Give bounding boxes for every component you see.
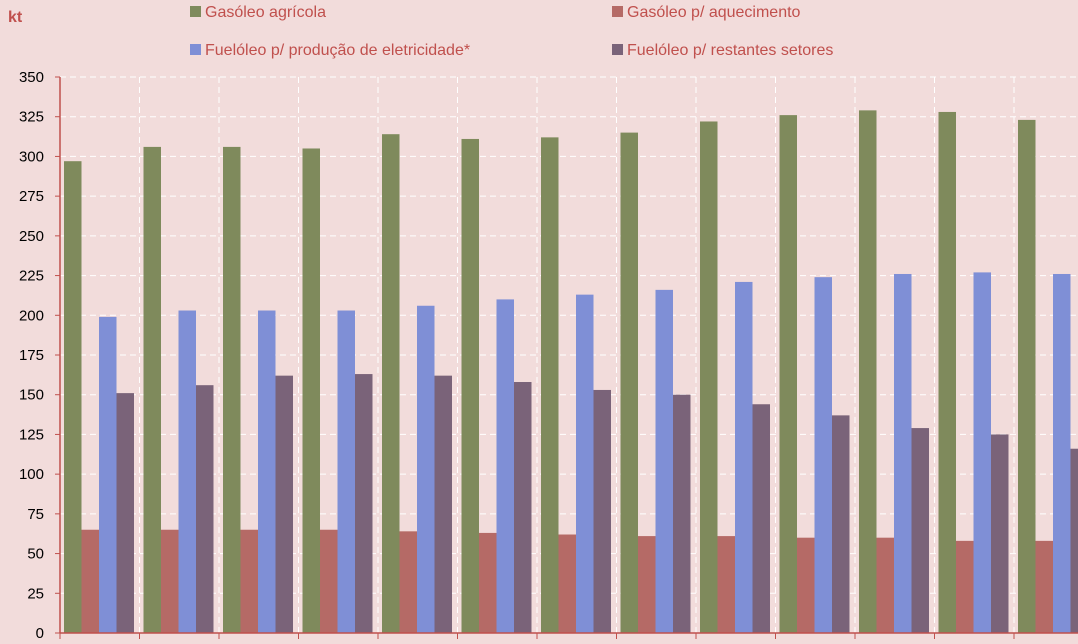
gridlines xyxy=(60,76,1078,633)
bar xyxy=(258,310,276,633)
y-tick-label: 350 xyxy=(19,69,44,86)
bar xyxy=(382,134,400,633)
legend-label: Fuelóleo p/ produção de eletricidade* xyxy=(205,42,470,59)
y-tick-label: 0 xyxy=(36,625,44,642)
bar xyxy=(116,393,134,633)
bar xyxy=(320,529,338,633)
bar xyxy=(541,137,559,633)
bar xyxy=(275,375,293,633)
bar xyxy=(700,121,718,633)
bar xyxy=(81,529,99,633)
bar xyxy=(355,374,373,633)
y-tick-label: 300 xyxy=(19,148,44,165)
bar xyxy=(620,132,638,633)
bar xyxy=(894,273,912,633)
legend-label: Gasóleo p/ aquecimento xyxy=(627,4,801,21)
bar xyxy=(1070,448,1078,633)
bar xyxy=(1018,119,1036,634)
legend-label: Fuelóleo p/ restantes setores xyxy=(627,42,833,59)
bar xyxy=(991,434,1009,633)
bar xyxy=(814,277,832,633)
bar xyxy=(223,146,241,633)
bar xyxy=(1035,540,1053,633)
bar xyxy=(337,310,355,633)
bar xyxy=(576,294,594,633)
bar xyxy=(161,529,179,633)
bar xyxy=(461,138,479,633)
bar xyxy=(558,534,576,633)
bar xyxy=(143,146,161,633)
y-tick-label: 100 xyxy=(19,466,44,483)
bar xyxy=(99,316,117,633)
bar xyxy=(178,310,196,633)
bar xyxy=(832,415,850,633)
y-tick-label: 150 xyxy=(19,387,44,404)
bar xyxy=(735,281,753,633)
legend-swatch xyxy=(190,44,201,55)
y-tick-label: 175 xyxy=(19,347,44,364)
y-tick-label: 250 xyxy=(19,228,44,245)
bars xyxy=(64,110,1078,634)
bar xyxy=(673,394,691,633)
bar xyxy=(399,531,417,633)
legend-label: Gasóleo agrícola xyxy=(205,4,326,21)
bar xyxy=(593,389,611,633)
bar xyxy=(938,111,956,634)
bar xyxy=(240,529,258,633)
legend-swatch xyxy=(612,44,623,55)
y-axis-unit-label: kt xyxy=(8,9,23,26)
axes: 0 25 50 75 100 125 150 175 200 225 250 275 300 325 350 xyxy=(19,69,1078,642)
y-tick-label: 125 xyxy=(19,426,44,443)
y-tick-label: 50 xyxy=(27,546,44,563)
bar xyxy=(417,305,435,633)
y-tick-label: 75 xyxy=(27,506,44,523)
bar xyxy=(859,110,877,634)
bar xyxy=(956,540,974,633)
y-tick-label: 275 xyxy=(19,188,44,205)
bar xyxy=(496,299,514,633)
bar xyxy=(655,289,673,633)
bar xyxy=(876,537,894,633)
bar xyxy=(196,385,214,633)
bar xyxy=(514,382,532,633)
bar xyxy=(911,428,929,633)
y-tick-label: 200 xyxy=(19,307,44,324)
bar xyxy=(1053,273,1071,633)
bar xyxy=(973,272,991,633)
bar xyxy=(479,532,497,633)
legend-swatch xyxy=(612,6,623,17)
bar xyxy=(434,375,452,633)
y-tick-label: 25 xyxy=(27,585,44,602)
bar xyxy=(64,161,82,634)
bar xyxy=(797,537,815,633)
legend-swatch xyxy=(190,6,201,17)
bar xyxy=(752,404,770,633)
bar xyxy=(779,115,797,633)
bar xyxy=(302,148,320,633)
legend: Gasóleo agrícola Gasóleo p/ aquecimento Fu… xyxy=(190,4,833,59)
bar xyxy=(717,536,735,633)
y-tick-label: 225 xyxy=(19,268,44,285)
bar xyxy=(638,536,656,633)
y-tick-label: 325 xyxy=(19,109,44,126)
